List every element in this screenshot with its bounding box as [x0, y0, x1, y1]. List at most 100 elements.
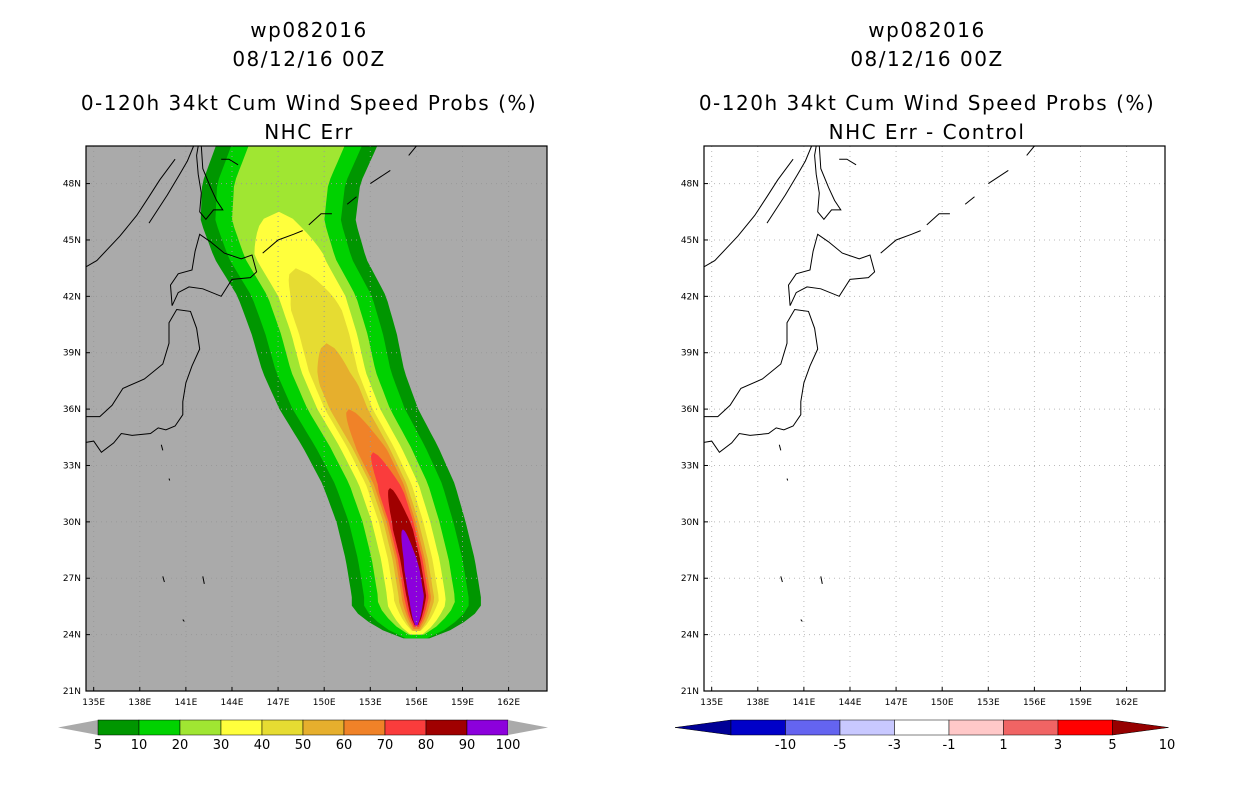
plot-area	[0, 146, 547, 691]
colorbar-label: 20	[172, 738, 189, 753]
x-tick-label: 135E	[700, 698, 723, 708]
y-tick-label: 30N	[63, 518, 81, 528]
coastline	[787, 233, 876, 306]
left-subtitle: NHC Err	[264, 120, 354, 144]
coastline	[618, 402, 627, 436]
coastline	[1026, 146, 1035, 156]
colorbar-swatch	[894, 719, 950, 736]
colorbar-swatch	[220, 719, 263, 736]
colorbar-high-extension	[1112, 719, 1169, 736]
coastline	[778, 444, 782, 451]
coastline	[168, 478, 171, 481]
y-tick-label: 27N	[63, 574, 81, 584]
x-tick-label: 138E	[746, 698, 769, 708]
x-tick-label: 144E	[221, 698, 244, 708]
colorbar-low-extension	[58, 720, 98, 735]
colorbar-swatch	[730, 719, 786, 736]
left-title: 0-120h 34kt Cum Wind Speed Probs (%)	[80, 91, 538, 115]
colorbar-label: 10	[131, 738, 148, 753]
coastline	[169, 233, 258, 306]
y-tick-label: 24N	[63, 631, 81, 641]
coastline	[926, 213, 950, 226]
y-tick-label: 30N	[681, 518, 699, 528]
coastline	[0, 402, 9, 436]
colorbar-label: 10	[1159, 738, 1176, 753]
left-date: 08/12/16 00Z	[232, 47, 386, 71]
grid-lines	[86, 146, 547, 691]
coastlines	[0, 146, 417, 622]
grid-lines	[704, 146, 1165, 691]
coastline	[262, 230, 303, 254]
coastline	[308, 213, 332, 226]
y-tick-label: 48N	[63, 180, 81, 190]
colorbar-label: 5	[94, 738, 102, 753]
coastline	[988, 169, 1009, 185]
colorbar-low-extension	[674, 719, 732, 736]
coastline	[839, 158, 857, 166]
x-tick-label: 147E	[885, 698, 908, 708]
colorbar-swatch	[343, 719, 386, 736]
colorbar-swatch	[179, 719, 222, 736]
colorbar-swatch	[785, 719, 841, 736]
colorbar-label: 100	[496, 738, 521, 753]
x-tick-label: 141E	[174, 698, 197, 708]
coastline	[86, 308, 201, 454]
colorbar-label: 90	[459, 738, 476, 753]
left-storm-id: wp082016	[250, 18, 368, 42]
coastline	[162, 576, 165, 583]
coastline	[880, 230, 921, 254]
colorbar-swatch	[384, 719, 427, 736]
colorbar: 5 10 20 30 40 50 60 70 80 90 100	[58, 719, 548, 753]
plot-background	[704, 146, 1165, 691]
y-tick-label: 45N	[681, 236, 699, 246]
colorbar-label: 3	[1054, 738, 1062, 753]
x-tick-label: 159E	[451, 698, 474, 708]
colorbar-swatch	[1003, 719, 1059, 736]
coastline	[704, 308, 819, 454]
coastline	[182, 619, 185, 622]
colorbar-swatch	[466, 719, 509, 736]
x-tick-label: 162E	[497, 698, 520, 708]
prob-region-90	[401, 529, 424, 626]
colorbar-label: -10	[775, 738, 796, 753]
left-panel: wp082016 08/12/16 00Z 0-120h 34kt Cum Wi…	[0, 18, 548, 753]
y-tick-label: 21N	[63, 687, 81, 697]
x-tick-label: 147E	[267, 698, 290, 708]
plot-area	[618, 146, 1165, 691]
y-tick-label: 33N	[63, 461, 81, 471]
y-tick-label: 39N	[63, 349, 81, 359]
left-map: 135E 138E 141E 144E 147E 150E 153E 156E 159E 162E…	[0, 145, 548, 753]
colorbar-swatch	[97, 719, 140, 736]
x-tick-label: 144E	[839, 698, 862, 708]
colorbar-swatch	[1057, 719, 1113, 736]
y-tick-label: 33N	[681, 461, 699, 471]
coastline	[964, 196, 975, 205]
colorbar-label: -3	[888, 738, 901, 753]
coastline	[86, 158, 176, 268]
right-title: 0-120h 34kt Cum Wind Speed Probs (%)	[698, 91, 1156, 115]
y-tick-label: 24N	[681, 631, 699, 641]
coastline	[160, 444, 164, 451]
y-tick-label: 27N	[681, 574, 699, 584]
colorbar-swatch	[261, 719, 304, 736]
coastline	[780, 576, 783, 583]
x-tick-label: 156E	[405, 698, 428, 708]
y-tick-label: 36N	[63, 405, 81, 415]
coastline	[196, 146, 224, 221]
y-tick-label: 42N	[63, 292, 81, 302]
coastlines	[618, 146, 1035, 622]
right-date: 08/12/16 00Z	[850, 47, 1004, 71]
colorbar-swatch	[138, 719, 181, 736]
y-tick-label: 45N	[63, 236, 81, 246]
x-tick-label: 150E	[313, 698, 336, 708]
coastline	[346, 196, 357, 205]
colorbar-label: 1	[999, 738, 1007, 753]
coastline	[148, 146, 195, 224]
coastline	[820, 576, 823, 584]
x-tick-label: 138E	[128, 698, 151, 708]
x-tick-label: 153E	[977, 698, 1000, 708]
colorbar-high-extension	[508, 720, 548, 735]
colorbar-label: 70	[377, 738, 394, 753]
coastline	[704, 158, 794, 268]
colorbar-label: 60	[336, 738, 353, 753]
